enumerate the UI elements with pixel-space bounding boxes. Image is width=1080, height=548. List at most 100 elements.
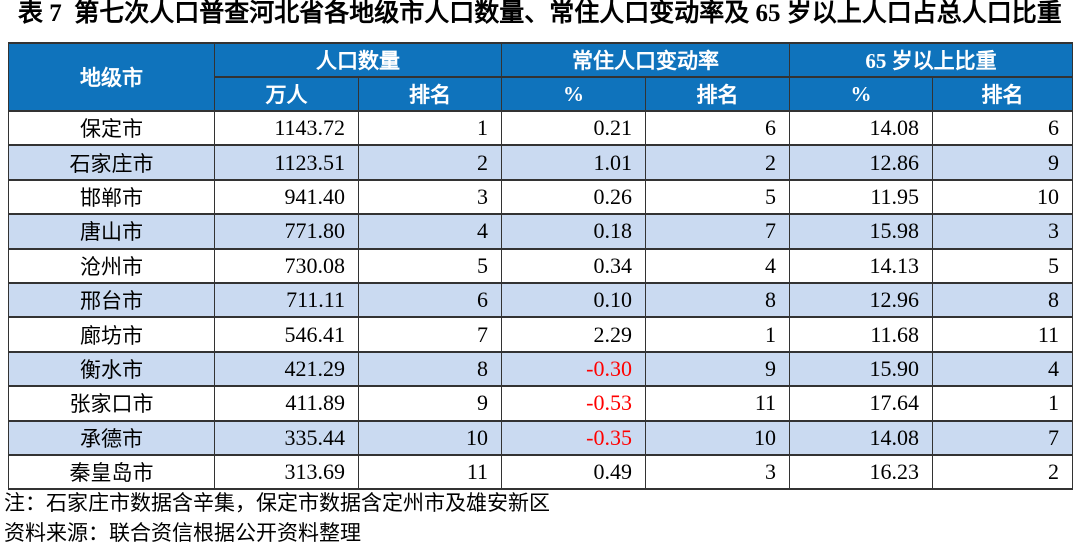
- elderly-share-cell: 15.90: [789, 350, 933, 388]
- header-group-elderly-share: 65 岁以上比重: [789, 42, 1073, 78]
- table-row: 保定市 1143.72 1 0.21 6 14.08 6: [8, 109, 1073, 147]
- population-rank-cell: 6: [358, 281, 502, 319]
- population-rank-cell: 2: [358, 144, 502, 181]
- population-rank-cell: 1: [358, 109, 502, 147]
- city-cell: 保定市: [8, 109, 215, 147]
- elderly-share-cell: 12.86: [789, 144, 933, 181]
- header-group-change-rate: 常住人口变动率: [501, 42, 790, 78]
- population-cell: 730.08: [214, 247, 359, 284]
- header-group-row: 地级市 人口数量 常住人口变动率 65 岁以上比重: [8, 42, 1073, 112]
- change-rate-cell: 1.01: [501, 144, 646, 181]
- population-cell: 411.89: [214, 385, 359, 422]
- city-cell: 邢台市: [8, 281, 215, 319]
- city-cell: 石家庄市: [8, 144, 215, 181]
- table-row: 沧州市 730.08 5 0.34 4 14.13 5: [8, 247, 1073, 284]
- population-rank-cell: 10: [358, 419, 502, 456]
- elderly-rank-cell: 11: [932, 316, 1073, 353]
- change-rank-cell: 11: [645, 385, 790, 422]
- header-sub-row: 万人 排名 % 排名 % 排名: [9, 76, 1073, 112]
- subheader-elderly-rank: 排名: [932, 76, 1073, 112]
- elderly-share-cell: 14.13: [789, 247, 933, 284]
- table-row: 承德市 335.44 10 -0.35 10 14.08 7: [8, 419, 1073, 456]
- elderly-rank-cell: 2: [932, 453, 1073, 491]
- change-rank-cell: 5: [645, 178, 790, 216]
- elderly-rank-cell: 10: [932, 178, 1073, 216]
- change-rate-cell: 0.21: [501, 109, 646, 147]
- population-rank-cell: 7: [358, 316, 502, 353]
- elderly-share-cell: 11.68: [789, 316, 933, 353]
- change-rank-cell: 8: [645, 281, 790, 319]
- header-city: 地级市: [8, 42, 215, 112]
- population-cell: 711.11: [214, 281, 359, 319]
- table-row: 秦皇岛市 313.69 11 0.49 3 16.23 2: [8, 453, 1073, 491]
- subheader-change-rank: 排名: [645, 76, 790, 112]
- city-cell: 衡水市: [8, 350, 215, 388]
- change-rate-cell: 0.18: [501, 213, 646, 250]
- elderly-share-cell: 14.08: [789, 419, 933, 456]
- city-cell: 邯郸市: [8, 178, 215, 216]
- change-rate-cell: -0.53: [501, 385, 646, 422]
- table-row: 唐山市 771.80 4 0.18 7 15.98 3: [8, 213, 1073, 250]
- subheader-population-rank: 排名: [358, 76, 502, 112]
- city-cell: 唐山市: [8, 213, 215, 250]
- elderly-rank-cell: 7: [932, 419, 1073, 456]
- elderly-share-cell: 14.08: [789, 109, 933, 147]
- table-header: 地级市 人口数量 常住人口变动率 65 岁以上比重 万人 排名 % 排名 % 排…: [8, 42, 1073, 112]
- table-row: 邢台市 711.11 6 0.10 8 12.96 8: [8, 281, 1073, 319]
- population-cell: 313.69: [214, 453, 359, 491]
- change-rate-cell: 0.26: [501, 178, 646, 216]
- population-rank-cell: 11: [358, 453, 502, 491]
- subheader-population-unit: 万人: [214, 76, 359, 112]
- change-rate-cell: 0.10: [501, 281, 646, 319]
- header-group-population: 人口数量: [214, 42, 502, 78]
- elderly-rank-cell: 1: [932, 385, 1073, 422]
- change-rank-cell: 2: [645, 144, 790, 181]
- elderly-share-cell: 16.23: [789, 453, 933, 491]
- census-table: 地级市 人口数量 常住人口变动率 65 岁以上比重 万人 排名 % 排名 % 排…: [8, 42, 1073, 491]
- population-cell: 1143.72: [214, 109, 359, 147]
- population-rank-cell: 5: [358, 247, 502, 284]
- change-rank-cell: 4: [645, 247, 790, 284]
- population-cell: 1123.51: [214, 144, 359, 181]
- table-row: 石家庄市 1123.51 2 1.01 2 12.86 9: [8, 144, 1073, 181]
- city-cell: 秦皇岛市: [8, 453, 215, 491]
- change-rate-cell: -0.30: [501, 350, 646, 388]
- table-row: 邯郸市 941.40 3 0.26 5 11.95 10: [8, 178, 1073, 216]
- change-rate-cell: 0.49: [501, 453, 646, 491]
- population-cell: 335.44: [214, 419, 359, 456]
- population-cell: 546.41: [214, 316, 359, 353]
- population-rank-cell: 4: [358, 213, 502, 250]
- population-rank-cell: 9: [358, 385, 502, 422]
- city-cell: 张家口市: [8, 385, 215, 422]
- elderly-share-cell: 11.95: [789, 178, 933, 216]
- change-rate-cell: 0.34: [501, 247, 646, 284]
- population-cell: 421.29: [214, 350, 359, 388]
- population-cell: 771.80: [214, 213, 359, 250]
- source-line: 资料来源：联合资信根据公开资料整理: [4, 520, 361, 545]
- elderly-rank-cell: 6: [932, 109, 1073, 147]
- elderly-rank-cell: 8: [932, 281, 1073, 319]
- city-cell: 承德市: [8, 419, 215, 456]
- population-rank-cell: 8: [358, 350, 502, 388]
- table-row: 张家口市 411.89 9 -0.53 11 17.64 1: [8, 385, 1073, 422]
- table-body: 保定市 1143.72 1 0.21 6 14.08 6 石家庄市 1123.51 2 1.01 2 1…: [8, 109, 1073, 491]
- change-rank-cell: 10: [645, 419, 790, 456]
- elderly-rank-cell: 4: [932, 350, 1073, 388]
- table-row: 衡水市 421.29 8 -0.30 9 15.90 4: [8, 350, 1073, 388]
- subheader-elderly-percent: %: [789, 76, 933, 112]
- change-rate-cell: 2.29: [501, 316, 646, 353]
- elderly-share-cell: 17.64: [789, 385, 933, 422]
- table-row: 廊坊市 546.41 7 2.29 1 11.68 11: [8, 316, 1073, 353]
- change-rank-cell: 7: [645, 213, 790, 250]
- city-cell: 沧州市: [8, 247, 215, 284]
- population-cell: 941.40: [214, 178, 359, 216]
- change-rank-cell: 9: [645, 350, 790, 388]
- elderly-rank-cell: 5: [932, 247, 1073, 284]
- change-rate-cell: -0.35: [501, 419, 646, 456]
- note-line: 注：石家庄市数据含辛集，保定市数据含定州市及雄安新区: [4, 491, 550, 515]
- elderly-rank-cell: 3: [932, 213, 1073, 250]
- change-rank-cell: 6: [645, 109, 790, 147]
- population-rank-cell: 3: [358, 178, 502, 216]
- table-title: 表 7 第七次人口普查河北省各地级市人口数量、常住人口变动率及 65 岁以上人口…: [18, 0, 1062, 27]
